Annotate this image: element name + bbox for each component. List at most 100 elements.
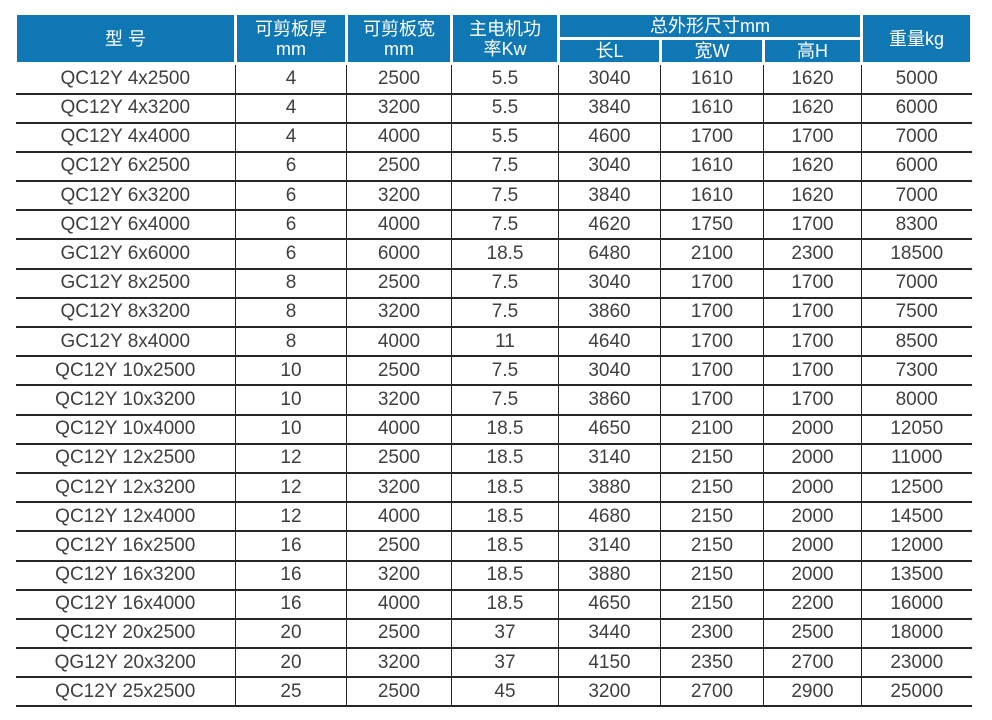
cell-power-kw: 18.5 xyxy=(451,239,559,270)
cell-length-l: 3840 xyxy=(558,93,661,124)
cell-width-w: 1700 xyxy=(660,122,764,153)
cell-thickness-mm: 6 xyxy=(235,151,347,183)
cell-power-kw: 18.5 xyxy=(451,560,559,591)
cell-model: QC12Y 4x4000 xyxy=(15,122,236,153)
cell-thickness-mm: 16 xyxy=(235,531,347,562)
cell-thickness-mm: 25 xyxy=(235,677,347,708)
cell-width-w: 2150 xyxy=(660,589,764,620)
cell-model: GC12Y 6x6000 xyxy=(15,239,236,270)
cell-model: QC12Y 6x3200 xyxy=(15,181,236,212)
cell-width-mm: 2500 xyxy=(346,531,452,562)
cell-width-mm: 4000 xyxy=(346,502,452,533)
cell-height-h: 1700 xyxy=(763,297,862,329)
cell-weight-kg: 23000 xyxy=(861,648,972,679)
cell-height-h: 2000 xyxy=(763,472,862,504)
table-row: QG12Y 20x3200 20 3200 37 4150 2350 2700 23000 xyxy=(15,648,972,679)
cell-height-h: 1700 xyxy=(763,122,862,153)
cell-weight-kg: 18000 xyxy=(861,618,972,650)
cell-width-w: 2150 xyxy=(660,502,764,533)
cell-power-kw: 18.5 xyxy=(451,472,559,504)
col-header-width: 可剪板宽 mm xyxy=(345,11,453,66)
cell-model: QC12Y 6x4000 xyxy=(15,210,236,241)
cell-height-h: 1700 xyxy=(763,210,862,241)
cell-length-l: 3040 xyxy=(558,151,661,183)
cell-power-kw: 11 xyxy=(451,327,559,358)
cell-length-l: 3140 xyxy=(558,531,661,562)
cell-model: QG12Y 20x3200 xyxy=(15,648,236,679)
col-header-dimensions-group: 总外形尺寸mm xyxy=(557,11,863,41)
cell-model: QC12Y 4x3200 xyxy=(15,93,236,124)
cell-thickness-mm: 12 xyxy=(235,443,347,474)
cell-power-kw: 7.5 xyxy=(451,181,559,212)
cell-length-l: 3860 xyxy=(558,297,661,329)
table-row: QC12Y 6x4000 6 4000 7.5 4620 1750 1700 8300 xyxy=(15,210,972,241)
cell-model: GC12Y 8x4000 xyxy=(15,327,236,358)
table-row: QC12Y 6x3200 6 3200 7.5 3840 1610 1620 7000 xyxy=(15,181,972,212)
cell-weight-kg: 8000 xyxy=(861,385,972,416)
cell-width-w: 1610 xyxy=(660,151,764,183)
table-row: QC12Y 6x2500 6 2500 7.5 3040 1610 1620 6000 xyxy=(15,151,972,183)
cell-length-l: 3040 xyxy=(558,63,661,95)
table-row: QC12Y 25x2500 25 2500 45 3200 2700 2900 25000 xyxy=(15,677,972,708)
cell-length-l: 3860 xyxy=(558,385,661,416)
cell-width-w: 1700 xyxy=(660,385,764,416)
table-row: QC12Y 12x4000 12 4000 18.5 4680 2150 2000 14500 xyxy=(15,502,972,533)
table-row: QC12Y 12x2500 12 2500 18.5 3140 2150 2000 11000 xyxy=(15,443,972,474)
cell-width-mm: 3200 xyxy=(346,385,452,416)
cell-length-l: 4650 xyxy=(558,589,661,620)
cell-thickness-mm: 16 xyxy=(235,560,347,591)
cell-weight-kg: 11000 xyxy=(861,443,972,474)
cell-width-mm: 3200 xyxy=(346,472,452,504)
cell-width-w: 2300 xyxy=(660,618,764,650)
col-header-model-label: 型 号 xyxy=(104,28,146,49)
cell-height-h: 2300 xyxy=(763,239,862,270)
cell-thickness-mm: 4 xyxy=(235,122,347,153)
cell-width-mm: 3200 xyxy=(346,297,452,329)
cell-width-w: 1700 xyxy=(660,327,764,358)
cell-thickness-mm: 10 xyxy=(235,356,347,387)
cell-power-kw: 5.5 xyxy=(451,63,559,95)
cell-width-mm: 4000 xyxy=(346,589,452,620)
col-header-width-unit: mm xyxy=(384,38,414,59)
cell-model: QC12Y 16x2500 xyxy=(15,531,236,562)
col-header-length: 长L xyxy=(557,37,662,66)
cell-model: QC12Y 20x2500 xyxy=(15,618,236,650)
cell-model: QC12Y 12x3200 xyxy=(15,472,236,504)
cell-width-w: 2150 xyxy=(660,443,764,474)
cell-power-kw: 45 xyxy=(451,677,559,708)
cell-height-h: 1620 xyxy=(763,151,862,183)
cell-model: QC12Y 10x3200 xyxy=(15,385,236,416)
col-header-dim-width: 宽W xyxy=(659,37,765,66)
col-header-thickness-unit: mm xyxy=(276,38,306,59)
cell-height-h: 2000 xyxy=(763,531,862,562)
cell-width-mm: 2500 xyxy=(346,63,452,95)
cell-weight-kg: 7300 xyxy=(861,356,972,387)
table-row: QC12Y 12x3200 12 3200 18.5 3880 2150 2000 12500 xyxy=(15,472,972,504)
cell-thickness-mm: 10 xyxy=(235,385,347,416)
cell-model: QC12Y 25x2500 xyxy=(15,677,236,708)
cell-weight-kg: 13500 xyxy=(861,560,972,591)
cell-width-w: 1700 xyxy=(660,268,764,299)
cell-weight-kg: 7000 xyxy=(861,122,972,153)
cell-weight-kg: 6000 xyxy=(861,93,972,124)
cell-height-h: 2000 xyxy=(763,443,862,474)
cell-width-w: 2350 xyxy=(660,648,764,679)
cell-weight-kg: 25000 xyxy=(861,677,972,708)
cell-length-l: 4150 xyxy=(558,648,661,679)
col-header-weight: 重量kg xyxy=(860,11,973,66)
cell-height-h: 1700 xyxy=(763,356,862,387)
cell-length-l: 4650 xyxy=(558,414,661,445)
cell-length-l: 3840 xyxy=(558,181,661,212)
cell-width-mm: 2500 xyxy=(346,443,452,474)
cell-width-mm: 3200 xyxy=(346,93,452,124)
cell-width-mm: 2500 xyxy=(346,356,452,387)
cell-thickness-mm: 4 xyxy=(235,63,347,95)
cell-thickness-mm: 20 xyxy=(235,618,347,650)
cell-weight-kg: 7000 xyxy=(861,268,972,299)
cell-height-h: 2000 xyxy=(763,560,862,591)
cell-width-w: 2100 xyxy=(660,239,764,270)
table-row: QC12Y 10x4000 10 4000 18.5 4650 2100 2000 12050 xyxy=(15,414,972,445)
cell-model: QC12Y 12x4000 xyxy=(15,502,236,533)
cell-power-kw: 37 xyxy=(451,618,559,650)
table-row: QC12Y 8x3200 8 3200 7.5 3860 1700 1700 7500 xyxy=(15,297,972,329)
